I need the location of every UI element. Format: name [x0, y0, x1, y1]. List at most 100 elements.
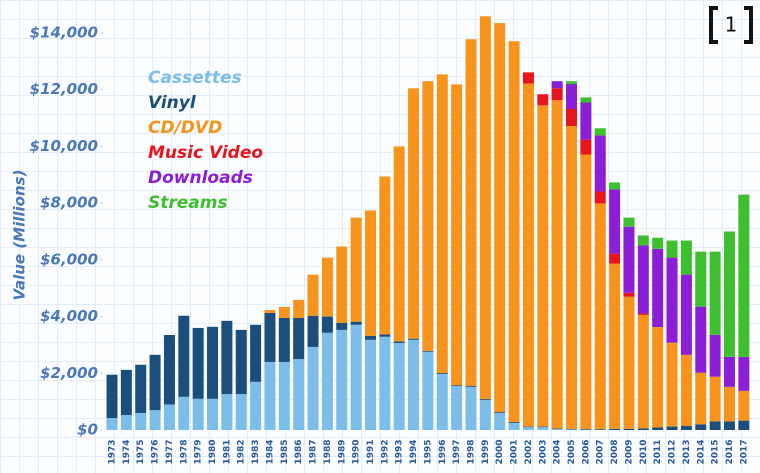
bar-segment: [178, 396, 190, 430]
x-tick-label: 2013: [682, 439, 692, 464]
bar-segment: [350, 217, 362, 322]
bar-segment: [451, 386, 463, 430]
bar-segment: [221, 320, 233, 394]
bar-segment: [580, 97, 592, 103]
bar-segment: [135, 364, 147, 413]
bar-segment: [178, 315, 190, 397]
bar-segment: [709, 376, 721, 422]
bar-segment: [566, 428, 578, 430]
y-tick-label: $4,000: [40, 307, 98, 325]
x-tick-label: 1983: [251, 439, 261, 464]
x-tick-label: 1982: [237, 439, 247, 464]
bar-segment: [479, 16, 491, 400]
bar-segment: [580, 428, 592, 430]
bar-segment: [666, 240, 678, 258]
x-tick-label: 1978: [179, 439, 189, 464]
bar-segment: [106, 374, 118, 419]
bar-segment: [566, 108, 578, 127]
bar-segment: [307, 315, 319, 347]
bar-segment: [580, 139, 592, 155]
bar-segment: [580, 154, 592, 429]
bar-segment: [422, 350, 434, 352]
bar-segment: [738, 194, 750, 357]
x-tick-label: 2000: [495, 439, 505, 464]
bar-segment: [451, 385, 463, 387]
bar-segment: [163, 335, 175, 405]
bar-segment: [680, 426, 692, 430]
bar-segment: [364, 339, 376, 430]
bar-segment: [149, 354, 161, 411]
bar-segment: [551, 88, 563, 101]
x-tick-label: 2014: [696, 439, 706, 464]
bar-segment: [163, 404, 175, 430]
bar-segment: [537, 427, 549, 430]
x-tick-label: 1990: [352, 439, 362, 464]
bar-segment: [680, 240, 692, 275]
bar-segment: [609, 182, 621, 190]
bar-segment: [393, 341, 405, 343]
bar-segment: [422, 351, 434, 430]
bar-segment: [623, 226, 635, 293]
x-tick-label: 1992: [380, 439, 390, 464]
bar-segment: [551, 81, 563, 89]
bar-segment: [594, 128, 606, 136]
bar-segment: [508, 422, 520, 430]
bar-segment: [321, 332, 333, 430]
bar-segment: [321, 316, 333, 333]
bar-segment: [551, 100, 563, 429]
bar-segment: [652, 237, 664, 249]
bar-segment: [494, 23, 506, 413]
bar-segment: [609, 253, 621, 264]
bar-segment: [537, 105, 549, 427]
bar-segment: [522, 83, 534, 427]
bar-segment: [522, 72, 534, 84]
x-tick-label: 2004: [553, 439, 563, 464]
x-tick-label: 1988: [323, 439, 333, 464]
x-tick-label: 1995: [423, 439, 433, 464]
bar-segment: [566, 81, 578, 85]
bar-segment: [422, 81, 434, 351]
x-tick-label: 2011: [653, 439, 663, 464]
bar-segment: [465, 386, 477, 387]
y-tick-label: $8,000: [40, 194, 98, 212]
bar-segment: [235, 393, 247, 430]
bar-segment: [738, 356, 750, 391]
x-tick-label: 1991: [366, 439, 376, 464]
bar-segment: [637, 313, 649, 315]
bar-segment: [695, 372, 707, 425]
x-tick-label: 1985: [280, 439, 290, 464]
bar-segment: [120, 369, 132, 415]
bar-segment: [149, 410, 161, 430]
bar-segment: [637, 245, 649, 314]
bar-segment: [293, 317, 305, 360]
bar-segment: [494, 412, 506, 413]
bar-segment: [336, 329, 348, 430]
bar-segment: [250, 381, 262, 430]
bar-segment: [609, 189, 621, 254]
bar-segment: [479, 399, 491, 400]
bar-segment: [278, 361, 290, 430]
bar-segment: [594, 428, 606, 430]
y-tick-label: $10,000: [30, 137, 98, 155]
bar-segment: [321, 257, 333, 317]
bar-segment: [379, 336, 391, 430]
bar-segment: [594, 203, 606, 429]
bar-segment: [192, 327, 204, 399]
x-tick-label: 1996: [438, 439, 448, 464]
bar-segment: [264, 312, 276, 362]
bar-segment: [135, 412, 147, 430]
x-tick-label: 1998: [467, 439, 477, 464]
legend-entry: Vinyl: [148, 93, 197, 113]
bar-segment: [264, 310, 276, 313]
bar-segment: [393, 342, 405, 430]
bar-segment: [637, 314, 649, 429]
x-tick-label: 1975: [136, 439, 146, 464]
bar-segment: [695, 251, 707, 307]
x-tick-label: 2003: [538, 439, 548, 464]
bar-segment: [336, 246, 348, 323]
x-tick-label: 1989: [337, 439, 347, 464]
bar-segment: [738, 390, 750, 421]
bar-segment: [379, 334, 391, 337]
x-tick-label: 2007: [596, 439, 606, 464]
